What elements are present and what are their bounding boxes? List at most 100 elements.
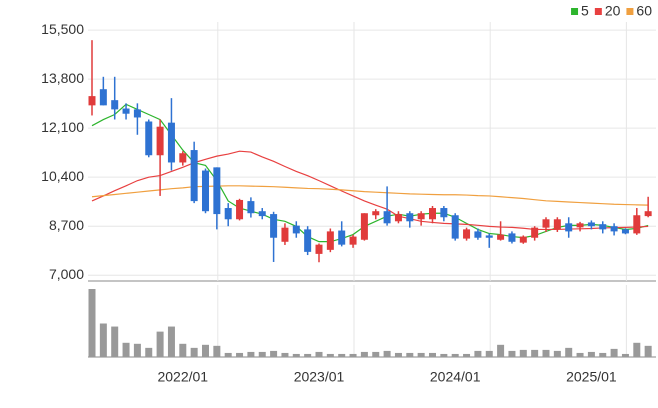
- volume-bar: [463, 353, 471, 357]
- volume-bar: [610, 348, 618, 357]
- legend-label: 5: [581, 3, 589, 19]
- candle-body: [531, 227, 539, 238]
- volume-bar: [394, 352, 402, 357]
- candle-body: [88, 96, 96, 106]
- volume-bar: [236, 352, 244, 357]
- candle-body: [156, 126, 164, 156]
- volume-bar: [315, 351, 323, 357]
- volume-bar: [224, 352, 232, 357]
- candle-body: [372, 211, 380, 216]
- volume-bar: [451, 353, 459, 357]
- candle-body: [553, 219, 561, 230]
- volume-bar: [553, 350, 561, 357]
- candle-body: [463, 229, 471, 239]
- candle-body: [213, 167, 221, 215]
- volume-bar: [519, 349, 527, 357]
- candle-body: [633, 215, 641, 234]
- candle-body: [576, 223, 584, 228]
- volume-bar: [179, 343, 187, 357]
- volume-bar: [145, 347, 153, 357]
- volume-bar: [349, 353, 357, 357]
- volume-bar: [383, 350, 391, 357]
- volume-bar: [621, 353, 629, 357]
- x-tick-label: 2024/01: [430, 369, 481, 385]
- candle-body: [429, 208, 436, 220]
- volume-bar: [474, 350, 482, 357]
- volume-bar: [485, 350, 493, 357]
- candle-body: [349, 236, 357, 245]
- y-tick-label: 12,100: [41, 119, 84, 135]
- legend-label: 60: [636, 3, 652, 19]
- volume-bar: [111, 326, 119, 357]
- candle-body: [202, 170, 209, 212]
- volume-bar: [133, 343, 141, 357]
- candle-body: [519, 236, 527, 243]
- volume-bar: [326, 353, 334, 357]
- volume-bar: [542, 349, 550, 357]
- y-tick-label: 15,500: [41, 21, 84, 37]
- volume-bar: [304, 353, 312, 357]
- candle-body: [179, 153, 187, 163]
- candle-body: [304, 229, 312, 252]
- candle-body: [111, 100, 119, 110]
- volume-bar: [122, 342, 130, 357]
- candle-body: [270, 214, 278, 238]
- candle-body: [122, 108, 130, 114]
- volume-bar: [429, 352, 436, 357]
- volume-bar: [292, 353, 300, 357]
- legend-swatch: [594, 8, 602, 15]
- volume-bar: [497, 344, 505, 357]
- candle-body: [565, 223, 573, 232]
- candle-body: [258, 211, 266, 217]
- volume-bar: [531, 349, 539, 357]
- candle-body: [247, 201, 255, 214]
- candle-body: [599, 224, 607, 230]
- volume-bar: [587, 351, 595, 357]
- candle-body: [474, 231, 482, 238]
- candle-body: [644, 211, 652, 217]
- legend-swatch: [626, 8, 634, 15]
- candle-body: [610, 226, 618, 232]
- ma-line: [91, 185, 649, 206]
- volume-bar: [599, 352, 607, 357]
- candle-body: [621, 229, 629, 234]
- candle-body: [315, 244, 323, 254]
- candle-body: [292, 225, 300, 234]
- candle-body: [99, 89, 107, 106]
- candle-body: [451, 215, 459, 239]
- volume-bar: [99, 323, 107, 357]
- candle-body: [406, 213, 414, 222]
- candle-body: [281, 227, 289, 242]
- candle-body: [326, 231, 334, 250]
- volume-bar: [167, 326, 175, 357]
- candle-body: [383, 211, 391, 224]
- volume-bar: [213, 345, 221, 357]
- volume-bar: [338, 353, 346, 357]
- candle-body: [542, 219, 550, 228]
- candle-body: [338, 230, 346, 245]
- y-tick-label: 13,800: [41, 70, 84, 86]
- y-tick-label: 10,400: [41, 168, 84, 184]
- volume-bar: [360, 351, 368, 357]
- legend-swatch: [571, 8, 579, 15]
- candle-body: [145, 121, 153, 156]
- volume-bar: [258, 351, 266, 357]
- candle-body: [417, 213, 425, 220]
- volume-bar: [156, 331, 164, 357]
- candle-body: [190, 150, 198, 202]
- volume-bar: [440, 353, 448, 357]
- volume-bar: [406, 352, 414, 357]
- volume-bar: [190, 347, 198, 357]
- candle-body: [440, 208, 448, 218]
- volume-bar: [270, 350, 278, 357]
- volume-bar: [247, 351, 255, 357]
- candle-body: [167, 122, 175, 163]
- volume-bar: [417, 352, 425, 357]
- volume-bar: [633, 342, 641, 357]
- candle-body: [497, 234, 505, 240]
- x-tick-label: 2023/01: [294, 369, 345, 385]
- volume-bar: [281, 352, 289, 357]
- x-tick-label: 2025/01: [566, 369, 617, 385]
